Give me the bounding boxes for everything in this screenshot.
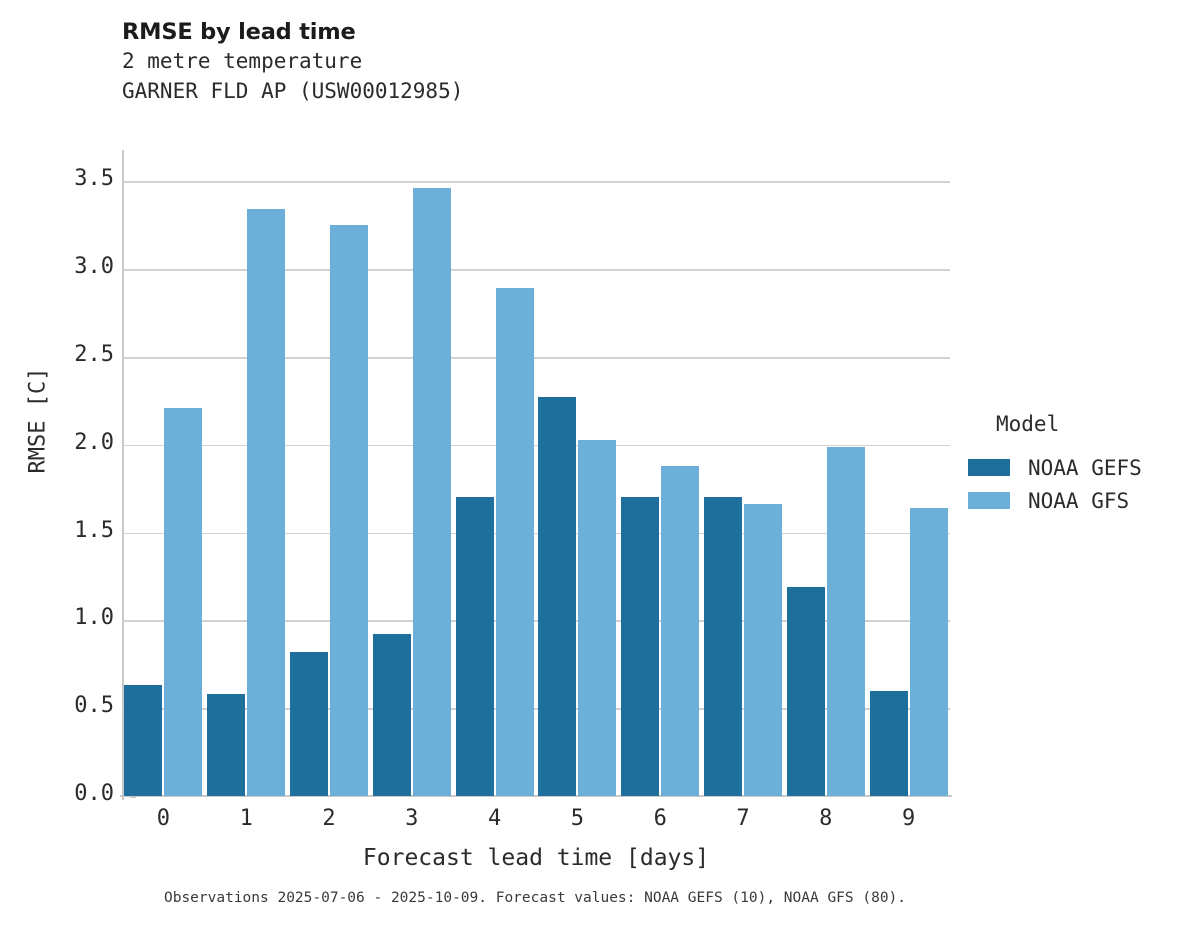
y-tick-label: 0.5: [74, 693, 114, 719]
chart-subtitle-variable: 2 metre temperature: [122, 49, 363, 73]
x-tick-label: 5: [570, 806, 585, 831]
legend-swatch-icon: [968, 492, 1010, 509]
bar-noaa-gfs-day-1[interactable]: [247, 209, 286, 796]
legend: Model NOAA GEFS NOAA GFS: [968, 412, 1183, 517]
bar-noaa-gefs-day-0[interactable]: [124, 685, 163, 796]
bar-noaa-gfs-day-7[interactable]: [744, 504, 782, 796]
legend-item-label: NOAA GFS: [1028, 488, 1130, 513]
bar-group: [538, 155, 617, 796]
y-axis-ticks: 0.0 0.5 1.0 1.5 2.0 2.5 3.0 3.5: [14, 0, 136, 928]
bar-group: [124, 155, 203, 796]
bar-noaa-gfs-day-0[interactable]: [164, 407, 203, 796]
gridline: [122, 356, 950, 359]
bar-group: [786, 155, 865, 796]
chart-subtitle-station: GARNER FLD AP (USW00012985): [122, 79, 464, 103]
bar-noaa-gfs-day-4[interactable]: [495, 288, 534, 796]
title-block: RMSE by lead time 2 metre temperature GA…: [122, 18, 463, 106]
bar-noaa-gfs-day-2[interactable]: [330, 225, 368, 796]
bar-group: [290, 155, 368, 796]
y-axis-label: RMSE [C]: [25, 367, 51, 474]
bar-noaa-gfs-day-6[interactable]: [661, 465, 700, 796]
x-axis-spine: [120, 795, 952, 798]
bar-noaa-gefs-day-1[interactable]: [207, 694, 246, 796]
page-title: RMSE by lead time: [122, 19, 356, 45]
gridline: [122, 269, 950, 271]
x-tick-label: 3: [405, 806, 419, 831]
bar-noaa-gefs-day-8[interactable]: [786, 587, 825, 796]
x-tick-label: 9: [901, 806, 916, 831]
gridline: [122, 181, 950, 183]
legend-item-label: NOAA GEFS: [1028, 455, 1142, 480]
x-tick-label: 7: [736, 806, 750, 831]
bar-noaa-gfs-day-5[interactable]: [578, 439, 617, 796]
x-tick-label: 0: [156, 806, 171, 831]
x-tick-label: 1: [239, 806, 253, 831]
bar-group: [869, 155, 948, 796]
bar-group: [621, 155, 700, 796]
y-tick-label: 3.5: [74, 166, 114, 192]
legend-title: Model: [996, 412, 1060, 436]
bar-noaa-gefs-day-2[interactable]: [290, 652, 328, 796]
bar-group: [207, 155, 286, 796]
legend-swatch-icon: [968, 459, 1010, 476]
x-tick-label: 2: [322, 806, 336, 831]
legend-item-noaa-gfs[interactable]: NOAA GFS: [968, 484, 1183, 517]
footnote: Observations 2025-07-06 - 2025-10-09. Fo…: [163, 890, 907, 906]
bar-noaa-gfs-day-8[interactable]: [826, 446, 865, 796]
bar-noaa-gfs-day-9[interactable]: [909, 508, 948, 796]
x-axis-label: Forecast lead time [days]: [362, 845, 710, 871]
y-tick-label: 3.0: [74, 254, 114, 280]
bar-group: [455, 155, 534, 796]
x-axis-ticks: 0 1 2 3 4 5 6 7 8 9: [122, 806, 950, 840]
y-tick-label: 1.0: [74, 605, 114, 631]
x-tick-label: 8: [819, 806, 833, 831]
bar-noaa-gefs-day-4[interactable]: [455, 497, 494, 796]
x-tick-label: 6: [653, 806, 667, 831]
y-tick-label: 0.0: [74, 781, 114, 806]
bar-noaa-gefs-day-3[interactable]: [372, 634, 411, 796]
bar-group: [372, 155, 451, 796]
bar-group: [704, 155, 782, 796]
bar-noaa-gefs-day-6[interactable]: [621, 497, 660, 796]
y-tick-label: 2.0: [74, 429, 114, 455]
bar-noaa-gefs-day-9[interactable]: [869, 690, 908, 796]
plot-area: [122, 155, 950, 796]
bar-noaa-gefs-day-7[interactable]: [704, 497, 742, 796]
y-tick-label: 1.5: [74, 517, 114, 543]
gridline: [122, 444, 950, 447]
bars-layer: [122, 155, 950, 796]
bar-noaa-gfs-day-3[interactable]: [412, 188, 451, 796]
legend-rows: NOAA GEFS NOAA GFS: [968, 451, 1183, 517]
legend-item-noaa-gefs[interactable]: NOAA GEFS: [968, 451, 1183, 484]
x-tick-label: 4: [487, 806, 502, 831]
gridline: [122, 532, 950, 535]
bar-noaa-gefs-day-5[interactable]: [538, 397, 577, 796]
y-axis-spine: [122, 150, 124, 800]
gridline: [122, 708, 950, 710]
y-tick-label: 2.5: [74, 341, 114, 367]
gridline: [122, 620, 950, 622]
